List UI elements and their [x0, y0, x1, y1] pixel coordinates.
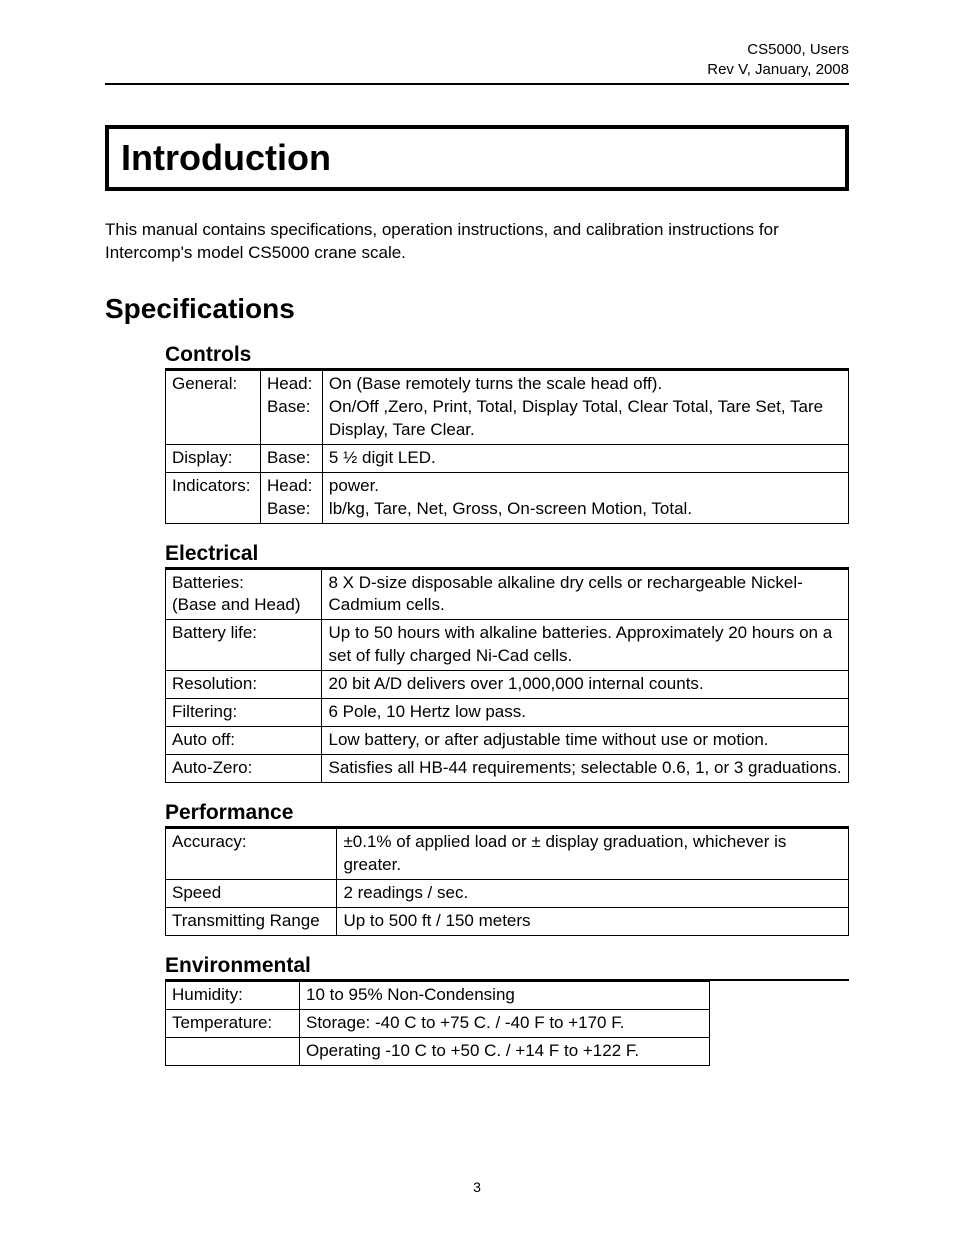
table-cell: 20 bit A/D delivers over 1,000,000 inter… [322, 671, 849, 699]
table-cell: 10 to 95% Non-Condensing [300, 981, 710, 1009]
title-box: Introduction [105, 125, 849, 191]
table-cell: Low battery, or after adjustable time wi… [322, 727, 849, 755]
table-cell: power.lb/kg, Tare, Net, Gross, On-screen… [322, 472, 848, 523]
table-cell: On (Base remotely turns the scale head o… [322, 370, 848, 444]
table-cell: Accuracy: [166, 829, 337, 880]
table-cell: Resolution: [166, 671, 322, 699]
table-cell [166, 1037, 300, 1065]
table-cell: 5 ½ digit LED. [322, 444, 848, 472]
page-number: 3 [0, 1179, 954, 1195]
performance-heading: Performance [165, 801, 849, 828]
table-cell: Up to 50 hours with alkaline batteries. … [322, 620, 849, 671]
specifications-heading: Specifications [105, 293, 849, 325]
header-line2: Rev V, January, 2008 [105, 60, 849, 80]
table-cell: Storage: -40 C to +75 C. / -40 F to +170… [300, 1009, 710, 1037]
table-cell: Indicators: [166, 472, 261, 523]
table-cell: Speed [166, 879, 337, 907]
performance-table: Accuracy: ±0.1% of applied load or ± dis… [165, 828, 849, 936]
table-cell: Head:Base: [260, 472, 322, 523]
table-cell: Auto-Zero: [166, 755, 322, 783]
table-cell: Base: [260, 444, 322, 472]
page-title: Introduction [121, 137, 833, 179]
table-cell: Battery life: [166, 620, 322, 671]
table-cell: Auto off: [166, 727, 322, 755]
environmental-table: Humidity: 10 to 95% Non-Condensing Tempe… [165, 981, 710, 1066]
table-cell: Temperature: [166, 1009, 300, 1037]
electrical-heading: Electrical [165, 542, 849, 569]
table-cell: ±0.1% of applied load or ± display gradu… [337, 829, 849, 880]
table-cell: Display: [166, 444, 261, 472]
table-cell: Up to 500 ft / 150 meters [337, 907, 849, 935]
header-right: CS5000, Users Rev V, January, 2008 [105, 40, 849, 79]
table-cell: Batteries:(Base and Head) [166, 569, 322, 620]
table-cell: Humidity: [166, 981, 300, 1009]
environmental-heading: Environmental [165, 954, 849, 981]
table-cell: Operating -10 C to +50 C. / +14 F to +12… [300, 1037, 710, 1065]
header-rule [105, 83, 849, 85]
electrical-table: Batteries:(Base and Head) 8 X D-size dis… [165, 569, 849, 784]
table-cell: Transmitting Range [166, 907, 337, 935]
header-line1: CS5000, Users [105, 40, 849, 60]
table-cell: Filtering: [166, 699, 322, 727]
intro-paragraph: This manual contains specifications, ope… [105, 219, 849, 265]
table-cell: General: [166, 370, 261, 444]
table-cell: Head:Base: [260, 370, 322, 444]
table-cell: 8 X D-size disposable alkaline dry cells… [322, 569, 849, 620]
controls-heading: Controls [165, 343, 849, 370]
table-cell: Satisfies all HB-44 requirements; select… [322, 755, 849, 783]
table-cell: 6 Pole, 10 Hertz low pass. [322, 699, 849, 727]
controls-table: General: Head:Base: On (Base remotely tu… [165, 370, 849, 524]
table-cell: 2 readings / sec. [337, 879, 849, 907]
